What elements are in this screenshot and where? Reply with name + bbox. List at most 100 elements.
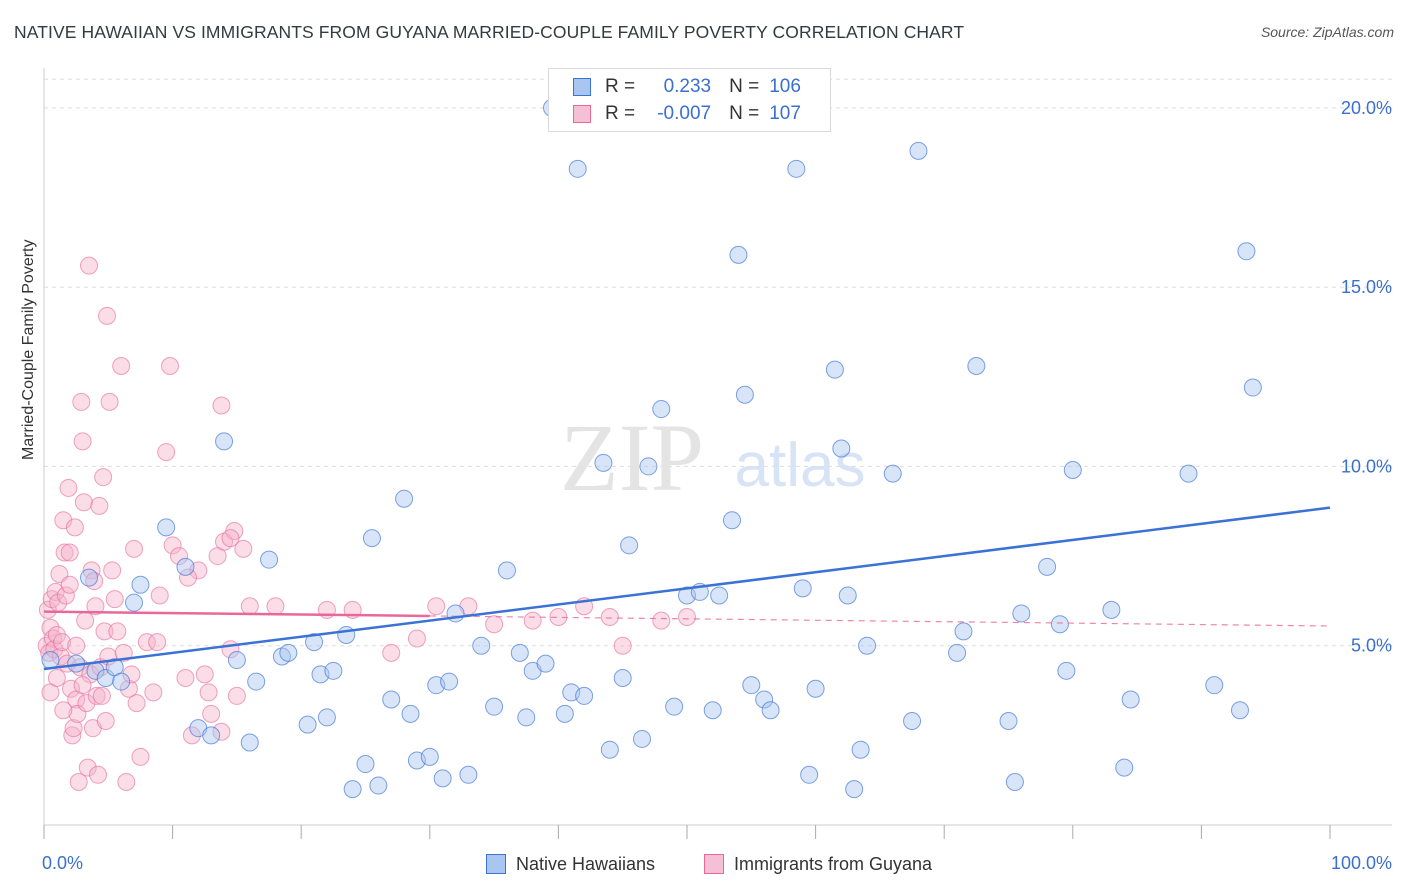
source-label: Source: ZipAtlas.com xyxy=(1260,24,1394,40)
data-point-hawaiian xyxy=(1179,464,1198,483)
legend-r-value: -0.007 xyxy=(657,103,712,124)
data-point-guyana xyxy=(62,679,81,698)
data-point-guyana xyxy=(60,575,79,594)
data-point-hawaiian xyxy=(755,690,774,709)
data-point-hawaiian xyxy=(1050,615,1069,634)
legend-swatch-pink xyxy=(573,105,591,123)
data-point-guyana xyxy=(46,582,65,601)
data-point-guyana xyxy=(600,608,619,627)
data-point-hawaiian xyxy=(240,733,259,752)
data-point-hawaiian xyxy=(858,636,877,655)
data-point-hawaiian xyxy=(157,518,176,537)
data-point-hawaiian xyxy=(420,747,439,766)
data-point-guyana xyxy=(199,683,218,702)
legend: R = 0.233 N = 106 R = -0.007 N = 107 xyxy=(548,68,831,132)
data-point-guyana xyxy=(240,597,259,616)
bottom-legend-immigrants-from-guyana: Immigrants from Guyana xyxy=(704,852,932,876)
data-point-guyana xyxy=(212,722,231,741)
data-point-guyana xyxy=(137,633,156,652)
data-point-guyana xyxy=(407,629,426,648)
data-point-guyana xyxy=(523,611,542,630)
data-point-hawaiian xyxy=(594,453,613,472)
series-immigrants-from-guyana xyxy=(37,256,696,791)
data-point-guyana xyxy=(82,561,101,580)
data-point-guyana xyxy=(77,694,96,713)
legend-n-value: 106 xyxy=(769,76,801,97)
data-point-hawaiian xyxy=(1038,557,1057,576)
data-point-guyana xyxy=(73,432,92,451)
bottom-legend-swatch-pink xyxy=(704,854,724,874)
data-point-guyana xyxy=(94,468,113,487)
data-point-guyana xyxy=(119,679,138,698)
data-point-hawaiian xyxy=(909,141,928,160)
trend-line-guyana-dashed xyxy=(429,615,1331,627)
data-point-hawaiian xyxy=(1237,242,1256,261)
data-point-guyana xyxy=(54,511,73,530)
data-point-guyana xyxy=(212,396,231,415)
watermark: ZIP atlas xyxy=(560,404,865,511)
data-point-hawaiian xyxy=(703,701,722,720)
data-point-guyana xyxy=(161,357,180,376)
data-point-hawaiian xyxy=(317,708,336,727)
data-point-guyana xyxy=(90,496,109,515)
data-point-guyana xyxy=(63,726,82,745)
data-point-hawaiian xyxy=(800,765,819,784)
data-point-hawaiian xyxy=(215,432,234,451)
tick-labels: 5.0% 10.0% 15.0% 20.0% 0.0% 100.0% xyxy=(42,98,1392,873)
bottom-legend-label: Immigrants from Guyana xyxy=(734,853,933,874)
bottom-legend-label: Native Hawaiians xyxy=(516,853,656,874)
data-point-guyana xyxy=(234,539,253,558)
data-point-hawaiian xyxy=(1063,461,1082,480)
data-point-hawaiian xyxy=(806,679,825,698)
data-point-guyana xyxy=(53,633,72,652)
axes xyxy=(43,68,1392,839)
data-point-hawaiian xyxy=(298,715,317,734)
data-point-guyana xyxy=(73,676,92,695)
legend-r-value: 0.233 xyxy=(663,76,712,97)
data-point-guyana xyxy=(87,686,106,705)
legend-row-native-hawaiians: R = 0.233 N = 106 xyxy=(573,75,801,99)
data-point-hawaiian xyxy=(401,704,420,723)
data-point-hawaiian xyxy=(382,690,401,709)
data-point-guyana xyxy=(41,618,60,637)
legend-n-label: N = xyxy=(729,76,760,97)
data-point-hawaiian xyxy=(735,385,754,404)
data-point-hawaiian xyxy=(723,511,742,530)
data-point-hawaiian xyxy=(620,536,639,555)
data-point-hawaiian xyxy=(1102,600,1121,619)
data-point-guyana xyxy=(38,600,57,619)
y-tick-label: 20.0% xyxy=(1341,98,1392,118)
data-point-guyana xyxy=(150,586,169,605)
data-point-hawaiian xyxy=(176,557,195,576)
y-tick-label: 10.0% xyxy=(1341,456,1392,476)
data-point-hawaiian xyxy=(883,464,902,483)
data-point-hawaiian xyxy=(600,740,619,759)
data-point-hawaiian xyxy=(433,769,452,788)
data-point-hawaiian xyxy=(710,586,729,605)
data-point-guyana xyxy=(100,392,119,411)
data-point-hawaiian xyxy=(613,668,632,687)
data-point-hawaiian xyxy=(112,672,131,691)
data-point-guyana xyxy=(55,543,74,562)
data-point-hawaiian xyxy=(202,726,221,745)
data-point-hawaiian xyxy=(485,697,504,716)
data-point-guyana xyxy=(74,493,93,512)
data-point-hawaiian xyxy=(1230,701,1249,720)
data-point-hawaiian xyxy=(131,575,150,594)
legend-n-value: 107 xyxy=(769,103,801,124)
data-point-guyana xyxy=(95,622,114,641)
data-point-guyana xyxy=(78,758,97,777)
data-point-guyana xyxy=(202,704,221,723)
data-point-guyana xyxy=(65,518,84,537)
data-point-guyana xyxy=(76,611,95,630)
data-point-guyana xyxy=(86,597,105,616)
trend-line-hawaiian xyxy=(43,506,1331,671)
data-point-guyana xyxy=(67,636,86,655)
data-point-guyana xyxy=(652,611,671,630)
data-point-guyana xyxy=(144,683,163,702)
data-point-guyana xyxy=(40,643,59,662)
legend-r-label: R = xyxy=(605,103,636,124)
data-point-guyana xyxy=(54,701,73,720)
data-point-guyana xyxy=(108,622,127,641)
data-point-guyana xyxy=(114,643,133,662)
